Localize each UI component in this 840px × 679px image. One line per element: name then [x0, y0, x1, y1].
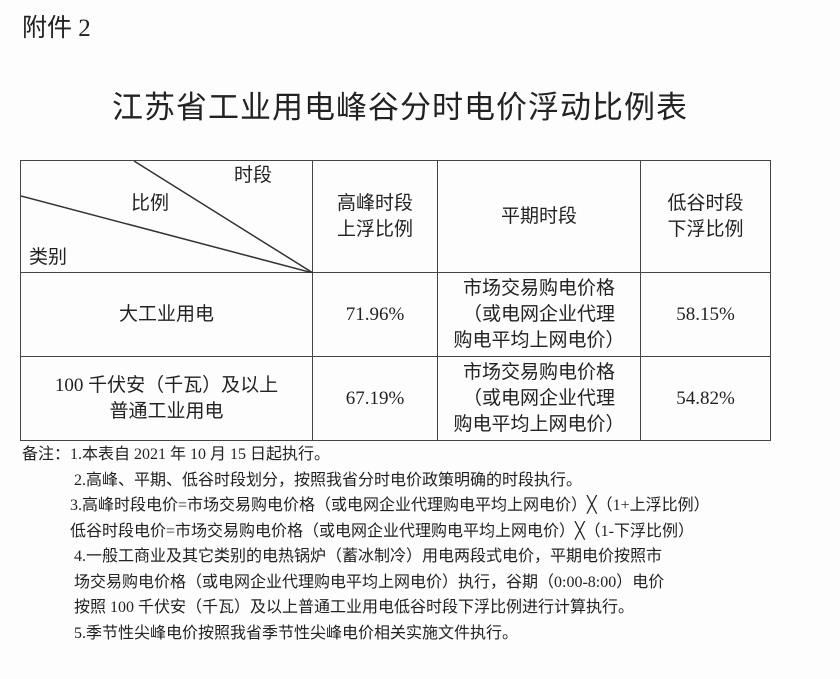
table-row: 100 千伏安（千瓦）及以上 普通工业用电 67.19% 市场交易购电价格 （或…: [20, 356, 771, 441]
corner-cell: 时段 比例 类别: [20, 160, 313, 273]
corner-period-label: 时段: [234, 165, 273, 186]
valley-cell: 58.15%: [640, 272, 771, 357]
header-valley: 低谷时段 下浮比例: [640, 160, 771, 273]
flat-cell: 市场交易购电价格 （或电网企业代理 购电平均上网电价）: [437, 356, 641, 441]
flat-cell: 市场交易购电价格 （或电网企业代理 购电平均上网电价）: [437, 272, 641, 357]
note-line: 低谷时段电价=市场交易购电价格（或电网企业代理购电平均上网电价）╳（1-下浮比例…: [70, 522, 694, 540]
corner-ratio-label: 比例: [131, 193, 170, 214]
peak-cell: 71.96%: [312, 272, 438, 357]
document-title: 江苏省工业用电峰谷分时电价浮动比例表: [112, 90, 688, 125]
table-row: 大工业用电 71.96% 市场交易购电价格 （或电网企业代理 购电平均上网电价）…: [20, 272, 771, 357]
price-ratio-table: 时段 比例 类别 高峰时段 上浮比例 平期时段 低谷时段 下浮比例 大工业用电 …: [20, 160, 771, 441]
header-flat: 平期时段: [437, 160, 641, 273]
category-cell: 大工业用电: [20, 272, 313, 357]
header-row: 时段 比例 类别 高峰时段 上浮比例 平期时段 低谷时段 下浮比例: [20, 160, 771, 273]
notes: 备注：1.本表自 2021 年 10 月 15 日起执行。 2.高峰、平期、低谷…: [22, 442, 710, 646]
diagonal-lines: [21, 161, 313, 273]
attachment-label: 附件 2: [22, 15, 91, 42]
note-line: 4.一般工商业及其它类别的电热锅炉（蓄冰制冷）用电两段式电价，平期电价按照市: [74, 548, 663, 565]
note-line: 按照 100 千伏安（千瓦）及以上普通工业用电低谷时段下浮比例进行计算执行。: [74, 599, 635, 616]
note-line: 2.高峰、平期、低谷时段划分，按照我省分时电价政策明确的时段执行。: [74, 471, 583, 489]
peak-cell: 67.19%: [312, 356, 438, 441]
note-line: 5.季节性尖峰电价按照我省季节性尖峰电价相关实施文件执行。: [74, 624, 519, 642]
note-line: 备注：1.本表自 2021 年 10 月 15 日起执行。: [22, 446, 331, 463]
note-line: 场交易购电价格（或电网企业代理购电平均上网电价）执行，谷期（0:00-8:00）…: [74, 573, 665, 591]
header-peak: 高峰时段 上浮比例: [312, 160, 438, 273]
corner-category-label: 类别: [29, 247, 68, 268]
note-line: 3.高峰时段电价=市场交易购电价格（或电网企业代理购电平均上网电价）╳（1+上浮…: [70, 497, 710, 514]
valley-cell: 54.82%: [640, 356, 771, 441]
category-cell: 100 千伏安（千瓦）及以上 普通工业用电: [20, 356, 313, 441]
